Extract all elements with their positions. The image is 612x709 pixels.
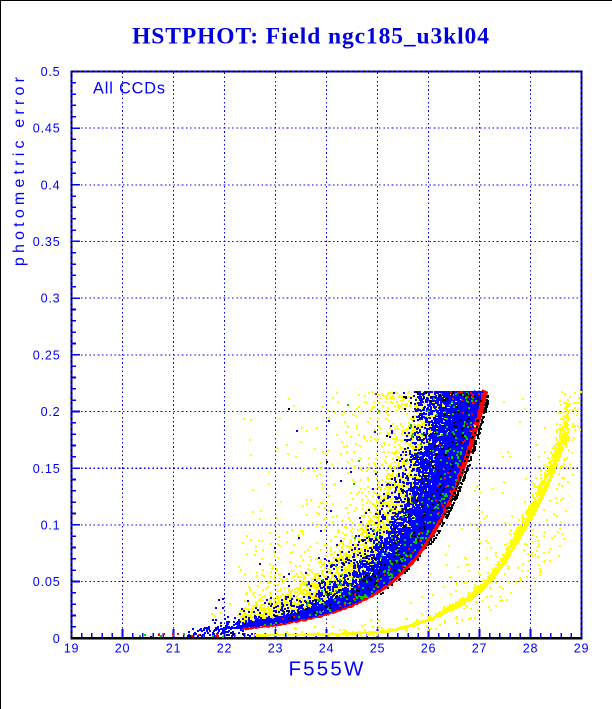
svg-text:29: 29 <box>574 642 590 656</box>
svg-text:0.5: 0.5 <box>41 65 61 79</box>
svg-text:21: 21 <box>166 642 182 656</box>
svg-text:All CCDs: All CCDs <box>93 79 166 97</box>
svg-text:0.2: 0.2 <box>41 405 61 419</box>
svg-text:26: 26 <box>421 642 437 656</box>
svg-text:25: 25 <box>370 642 386 656</box>
svg-text:photometric error: photometric error <box>11 73 28 266</box>
svg-text:0.15: 0.15 <box>33 462 61 476</box>
svg-text:0.3: 0.3 <box>41 292 61 306</box>
svg-text:0.25: 0.25 <box>33 348 61 362</box>
svg-text:20: 20 <box>115 642 131 656</box>
svg-text:24: 24 <box>319 642 335 656</box>
svg-text:23: 23 <box>268 642 284 656</box>
svg-text:HSTPHOT: Field ngc185_u3kl04: HSTPHOT: Field ngc185_u3kl04 <box>132 24 490 50</box>
svg-text:0: 0 <box>53 632 61 646</box>
svg-text:28: 28 <box>523 642 539 656</box>
svg-text:19: 19 <box>64 642 80 656</box>
svg-text:F555W: F555W <box>288 657 365 680</box>
svg-text:0.05: 0.05 <box>33 575 61 589</box>
svg-text:0.35: 0.35 <box>33 235 61 249</box>
svg-text:0.4: 0.4 <box>41 178 61 192</box>
svg-text:0.45: 0.45 <box>33 122 61 136</box>
svg-text:22: 22 <box>217 642 233 656</box>
svg-text:0.1: 0.1 <box>41 518 61 532</box>
svg-text:27: 27 <box>472 642 488 656</box>
